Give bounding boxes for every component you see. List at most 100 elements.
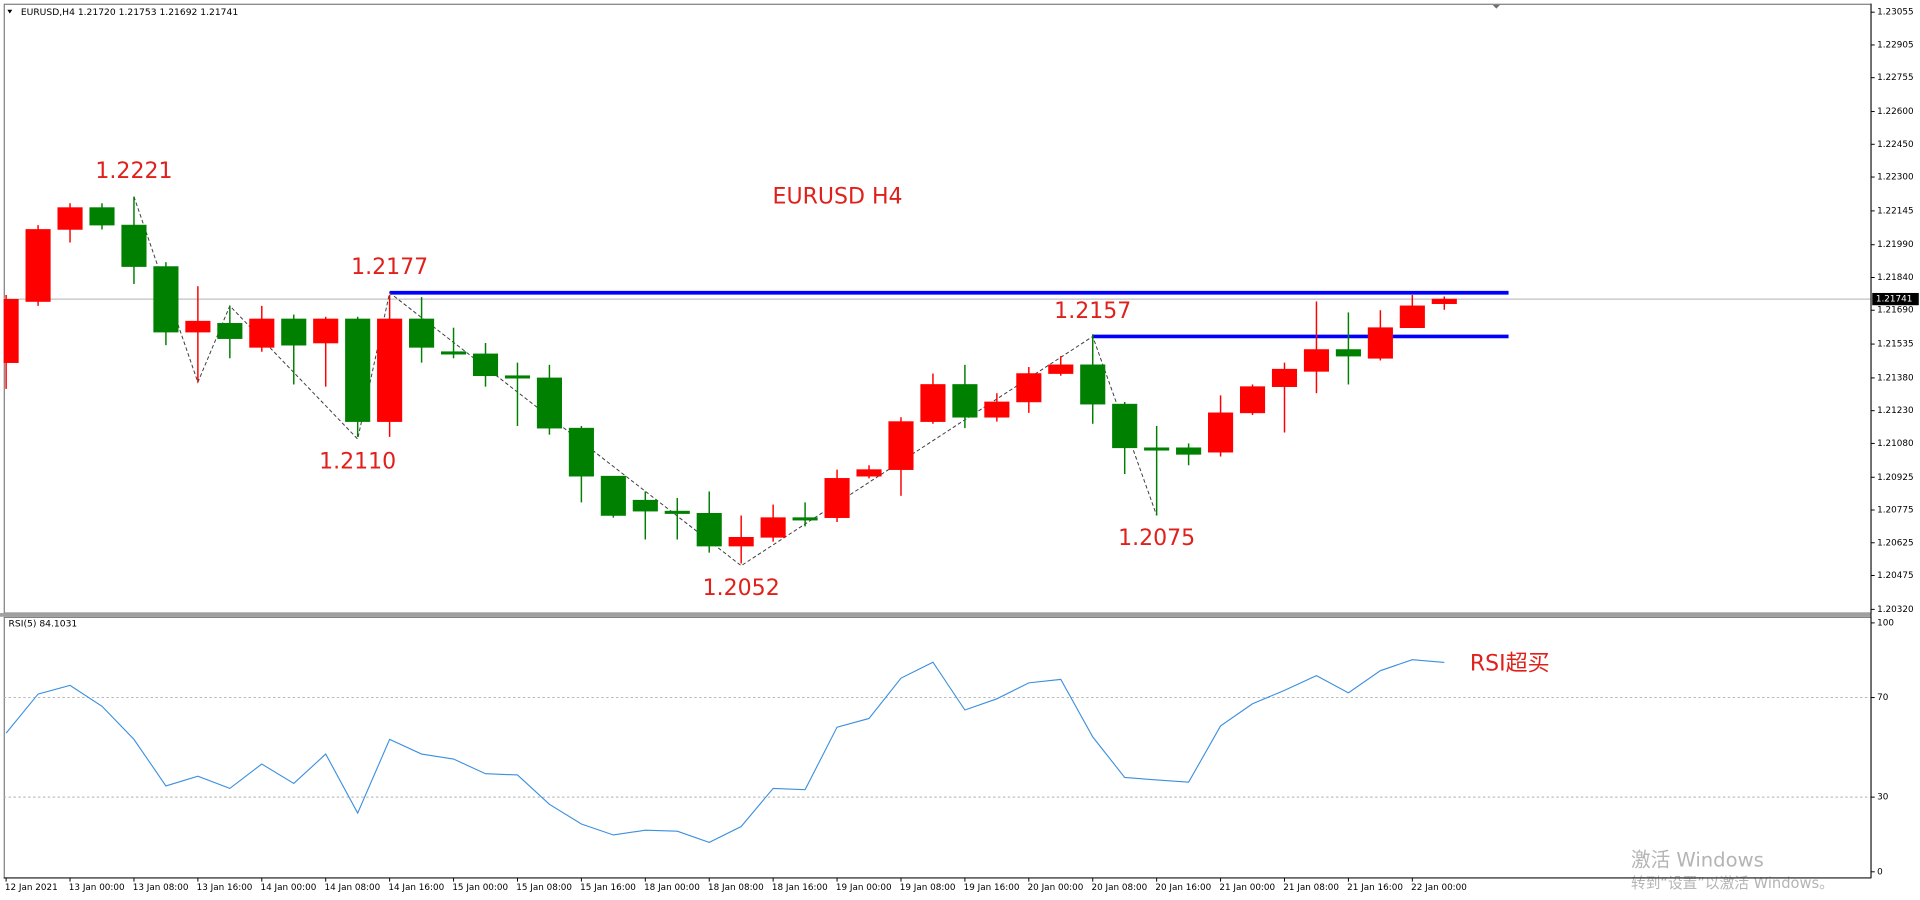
candle-body [281, 318, 307, 346]
candle-body [536, 377, 562, 429]
rsi-tick-label: 70 [1877, 693, 1889, 703]
watermark-title: 激活 Windows [1631, 848, 1764, 871]
y-tick-label: 1.21380 [1877, 373, 1914, 383]
menu-triangle[interactable] [7, 9, 13, 14]
rsi-header: RSI(5) 84.1031 [9, 619, 78, 630]
y-tick-label: 1.20925 [1877, 473, 1913, 483]
pivot-label: 1.2052 [703, 576, 780, 601]
x-tick-label: 20 Jan 08:00 [1092, 883, 1148, 893]
candle-body [664, 510, 690, 514]
x-tick-label: 14 Jan 08:00 [324, 883, 380, 893]
candle-body [792, 517, 818, 521]
x-tick-label: 13 Jan 00:00 [69, 883, 125, 893]
x-tick-label: 14 Jan 16:00 [388, 883, 444, 893]
x-tick-label: 21 Jan 16:00 [1347, 883, 1403, 893]
last-price-box [1872, 292, 1919, 306]
pivot-label: 1.2075 [1118, 526, 1195, 551]
price-plot: 1.2221 1.2110 1.2177 1.2052 1.2157 1.2075 [3, 159, 1872, 601]
y-tick-label: 1.20775 [1877, 506, 1913, 516]
watermark-subtitle: 转到“设置”以激活 Windows。 [1631, 875, 1834, 892]
candle-body [504, 375, 531, 379]
candle-body [1303, 349, 1329, 372]
y-tick-label: 1.21230 [1877, 406, 1914, 416]
x-tick-label: 19 Jan 00:00 [836, 883, 892, 893]
panel-separator [0, 613, 1872, 617]
y-tick-label: 1.22755 [1877, 73, 1913, 83]
candle-body [632, 499, 658, 512]
candle-body [856, 469, 882, 477]
rsi-line [5, 659, 1445, 844]
y-tick-label: 1.23055 [1877, 8, 1913, 18]
y-tick-label: 1.21990 [1877, 240, 1914, 250]
x-tick-label: 13 Jan 08:00 [133, 883, 189, 893]
candle-body [217, 323, 243, 339]
y-tick-label: 1.22600 [1877, 107, 1914, 117]
x-tick-label: 18 Jan 08:00 [708, 883, 764, 893]
candle-body [121, 224, 147, 267]
y-tick-label: 1.20625 [1877, 538, 1913, 548]
candle-body [696, 512, 722, 547]
candle-body [824, 478, 850, 518]
candle-body [25, 229, 51, 302]
x-tick-label: 22 Jan 00:00 [1411, 883, 1467, 893]
y-tick-label: 1.21690 [1877, 306, 1914, 316]
x-tick-label: 19 Jan 08:00 [900, 883, 956, 893]
x-tick-label: 13 Jan 16:00 [197, 883, 253, 893]
rsi-tick-label: 0 [1877, 867, 1883, 877]
rsi-annotation: RSI超买 [1470, 652, 1550, 677]
candle-body [409, 318, 435, 348]
candle-body [1335, 349, 1361, 357]
candle-body [1239, 386, 1266, 414]
candle-body [952, 384, 978, 418]
pivot-label: 1.2177 [351, 255, 428, 280]
candle-body [600, 475, 626, 516]
axes: 1.23055 1.22905 1.22755 1.22600 1.22450 1.223… [3, 3, 1919, 893]
candle-body [1399, 305, 1425, 329]
x-tick-label: 15 Jan 08:00 [516, 883, 572, 893]
candle-body [568, 427, 594, 477]
rsi-tick-label: 30 [1877, 793, 1889, 803]
candle-body [249, 318, 275, 348]
candle-body [57, 207, 83, 230]
x-tick-label: 18 Jan 00:00 [644, 883, 700, 893]
candle-body [3, 299, 19, 363]
candle-body [1271, 368, 1298, 387]
candle-body [760, 517, 786, 538]
candle-body [1048, 364, 1074, 374]
zigzag-line [133, 196, 1158, 567]
candle-body [153, 266, 179, 333]
y-tick-label: 1.22905 [1877, 40, 1913, 50]
x-tick-label: 20 Jan 00:00 [1028, 883, 1084, 893]
x-tick-label: 15 Jan 00:00 [452, 883, 508, 893]
rsi-tick-label: 100 [1877, 618, 1894, 628]
candle-body [1016, 373, 1042, 403]
candle-body [377, 318, 403, 422]
candle-body [345, 318, 371, 422]
x-tick-label: 14 Jan 00:00 [261, 883, 317, 893]
y-tick-label: 1.22145 [1877, 206, 1913, 216]
last-price-label: 1.21741 [1876, 295, 1912, 305]
candle-body [440, 351, 467, 355]
candle-body [1176, 447, 1202, 455]
candle-body [984, 401, 1010, 418]
candle-body [1208, 412, 1234, 453]
y-tick-label: 1.20475 [1877, 571, 1913, 581]
y-tick-label: 1.22300 [1877, 173, 1914, 183]
y-tick-label: 1.21840 [1877, 273, 1914, 283]
chart-header: EURUSD,H4 1.21720 1.21753 1.21692 1.2174… [21, 7, 238, 18]
chart-annotation: EURUSD H4 [773, 184, 903, 209]
x-tick-label: 18 Jan 16:00 [772, 883, 828, 893]
candle-body [888, 421, 914, 470]
pivot-label: 1.2221 [95, 159, 172, 184]
y-tick-label: 1.21535 [1877, 340, 1913, 350]
x-tick-label: 21 Jan 00:00 [1219, 883, 1275, 893]
rsi-plot [3, 659, 1872, 844]
y-tick-label: 1.22450 [1877, 140, 1914, 150]
x-tick-label: 20 Jan 16:00 [1155, 883, 1211, 893]
candle-body [920, 384, 946, 422]
candle-body [472, 353, 499, 377]
candle-body [313, 318, 339, 344]
candle-body [1112, 403, 1138, 449]
